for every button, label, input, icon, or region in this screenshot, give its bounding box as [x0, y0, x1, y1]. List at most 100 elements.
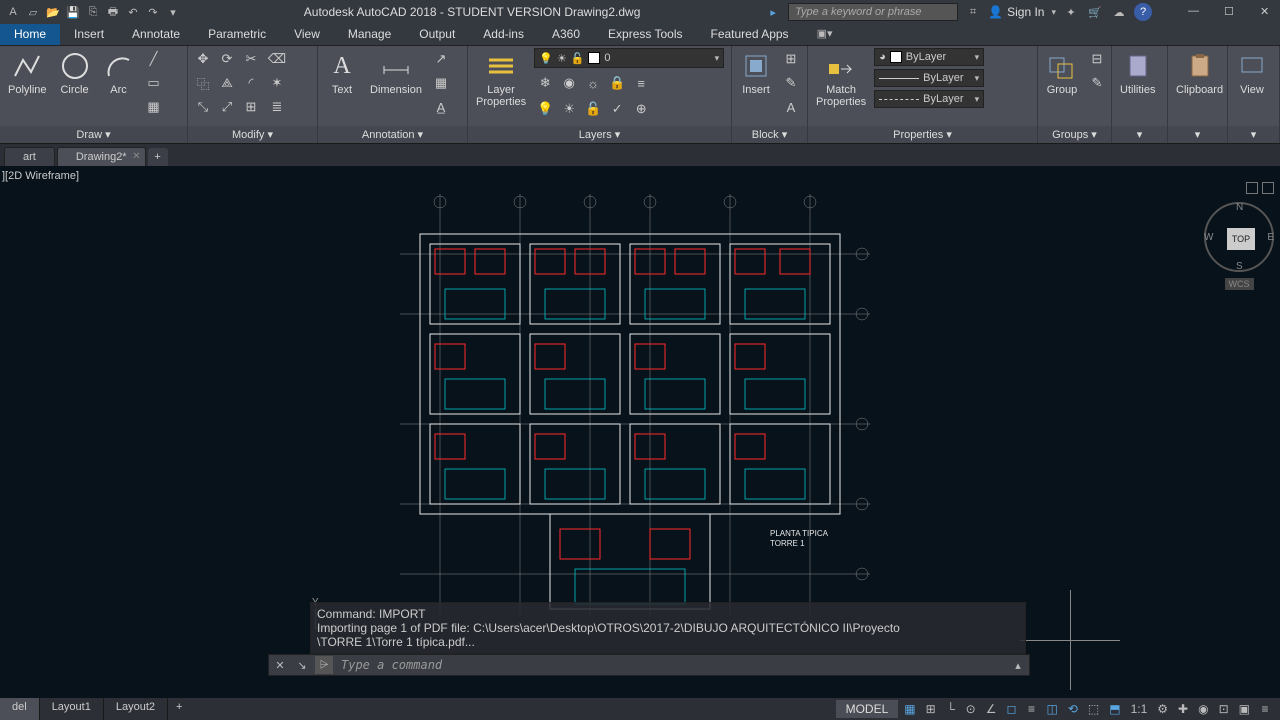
- hardware-accel-icon[interactable]: ◉: [1194, 700, 1212, 718]
- 3dosnap-icon[interactable]: ⬚: [1084, 700, 1103, 718]
- cart-icon[interactable]: 🛒: [1086, 3, 1104, 21]
- navcube-e[interactable]: E: [1267, 232, 1274, 243]
- group-button[interactable]: Group: [1042, 48, 1082, 98]
- text-button[interactable]: AText: [322, 48, 362, 98]
- tab-addins[interactable]: Add-ins: [469, 24, 538, 45]
- cmd-customize-icon[interactable]: ↘: [293, 656, 311, 674]
- lineweight-dropdown[interactable]: ByLayer▾: [874, 69, 984, 87]
- doctab-add-button[interactable]: +: [148, 148, 168, 166]
- plot-icon[interactable]: 🖶: [104, 3, 122, 21]
- insert-button[interactable]: Insert: [736, 48, 776, 98]
- snap-icon[interactable]: ⊞: [922, 700, 940, 718]
- vp-minimize-icon[interactable]: [1246, 182, 1258, 194]
- cmd-history-icon[interactable]: ▴: [1009, 656, 1027, 674]
- navcube-s[interactable]: S: [1236, 261, 1243, 272]
- save-icon[interactable]: 💾: [64, 3, 82, 21]
- polar-icon[interactable]: ⊙: [962, 700, 980, 718]
- tab-output[interactable]: Output: [405, 24, 469, 45]
- doctab-close-icon[interactable]: ✕: [132, 151, 140, 162]
- minimize-icon[interactable]: ―: [1188, 5, 1202, 19]
- create-block-icon[interactable]: ⊞: [780, 48, 802, 70]
- lineweight-status-icon[interactable]: ≡: [1023, 700, 1041, 718]
- workspace-icon[interactable]: ⚙: [1153, 700, 1172, 718]
- exchange-icon[interactable]: ✦: [1062, 3, 1080, 21]
- cloud-icon[interactable]: ☁: [1110, 3, 1128, 21]
- erase-icon[interactable]: ⌫: [266, 48, 288, 70]
- osnap-icon[interactable]: ◻: [1003, 700, 1021, 718]
- tab-annotate[interactable]: Annotate: [118, 24, 194, 45]
- rect-icon[interactable]: ▭: [143, 72, 165, 94]
- tab-home[interactable]: Home: [0, 24, 60, 45]
- annotation-monitor-icon[interactable]: ✚: [1174, 700, 1192, 718]
- doctab-drawing2[interactable]: Drawing2*✕: [57, 147, 146, 166]
- layfrz-icon[interactable]: ☼: [582, 72, 604, 94]
- layout-1[interactable]: Layout1: [40, 698, 104, 720]
- tab-express[interactable]: Express Tools: [594, 24, 696, 45]
- layout-model[interactable]: del: [0, 698, 40, 720]
- navcube-face[interactable]: TOP: [1227, 228, 1255, 250]
- panel-block-title[interactable]: Block ▾: [732, 126, 807, 143]
- layiso-icon[interactable]: ◉: [558, 72, 580, 94]
- tab-insert[interactable]: Insert: [60, 24, 118, 45]
- panel-draw-title[interactable]: Draw ▾: [0, 126, 187, 143]
- panel-modify-title[interactable]: Modify ▾: [188, 126, 317, 143]
- command-input[interactable]: Type a command: [335, 656, 1007, 674]
- dimension-button[interactable]: Dimension: [366, 48, 426, 98]
- laymch-icon[interactable]: ≡: [630, 72, 652, 94]
- linetype-dropdown[interactable]: ByLayer▾: [874, 90, 984, 108]
- laylck-icon[interactable]: 🔒: [606, 72, 628, 94]
- tab-parametric[interactable]: Parametric: [194, 24, 280, 45]
- copy-icon[interactable]: ⿻: [192, 72, 214, 94]
- help-icon[interactable]: ?: [1134, 3, 1152, 21]
- wcs-label[interactable]: WCS: [1225, 278, 1254, 290]
- navcube-w[interactable]: W: [1204, 232, 1213, 243]
- signin-button[interactable]: 👤Sign In▾: [988, 5, 1056, 19]
- rotate-icon[interactable]: ⟳: [216, 48, 238, 70]
- maximize-icon[interactable]: ☐: [1224, 5, 1238, 19]
- tab-featured[interactable]: Featured Apps: [697, 24, 803, 45]
- grid-icon[interactable]: ▦: [900, 700, 919, 718]
- panel-view-title[interactable]: ▾: [1228, 126, 1279, 143]
- tab-options-icon[interactable]: ▣▾: [809, 24, 841, 45]
- layer-dropdown[interactable]: 💡☀🔓0▾: [534, 48, 724, 68]
- panel-groups-title[interactable]: Groups ▾: [1038, 126, 1111, 143]
- hatch-icon[interactable]: ▦: [143, 96, 165, 118]
- open-icon[interactable]: 📂: [44, 3, 62, 21]
- attr-block-icon[interactable]: A: [780, 96, 802, 118]
- polyline-button[interactable]: Polyline: [4, 48, 51, 98]
- annotation-scale[interactable]: 1:1: [1127, 700, 1152, 718]
- layer-properties-button[interactable]: Layer Properties: [472, 48, 530, 110]
- cmd-close-icon[interactable]: ✕: [271, 656, 289, 674]
- clipboard-button[interactable]: Clipboard: [1172, 48, 1227, 98]
- visual-style-label[interactable]: ][2D Wireframe]: [2, 170, 79, 182]
- saveas-icon[interactable]: ⎘: [84, 3, 102, 21]
- navcube-n[interactable]: N: [1236, 202, 1243, 213]
- mirror-icon[interactable]: ⟁: [216, 72, 238, 94]
- color-dropdown[interactable]: ◕ByLayer▾: [874, 48, 984, 66]
- isodraft-icon[interactable]: ∠: [982, 700, 1001, 718]
- selection-cycling-icon[interactable]: ⟲: [1064, 700, 1082, 718]
- dynamic-input-icon[interactable]: ⬒: [1105, 700, 1124, 718]
- offset-icon[interactable]: ≣: [266, 96, 288, 118]
- trim-icon[interactable]: ✂: [240, 48, 262, 70]
- panel-properties-title[interactable]: Properties ▾: [808, 126, 1037, 143]
- vp-maximize-icon[interactable]: [1262, 182, 1274, 194]
- qat-more-icon[interactable]: ▾: [164, 3, 182, 21]
- customize-status-icon[interactable]: ≡: [1256, 700, 1274, 718]
- clean-screen-icon[interactable]: ▣: [1235, 700, 1254, 718]
- edit-block-icon[interactable]: ✎: [780, 72, 802, 94]
- move-icon[interactable]: ✥: [192, 48, 214, 70]
- search-input[interactable]: Type a keyword or phrase: [788, 3, 958, 21]
- layout-add-button[interactable]: +: [168, 698, 190, 720]
- utilities-button[interactable]: Utilities: [1116, 48, 1159, 98]
- layout-2[interactable]: Layout2: [104, 698, 168, 720]
- view-cube[interactable]: N S E W TOP WCS: [1202, 202, 1276, 290]
- match-properties-button[interactable]: Match Properties: [812, 48, 870, 110]
- undo-icon[interactable]: ↶: [124, 3, 142, 21]
- laythw-icon[interactable]: ☀: [558, 98, 580, 120]
- ortho-icon[interactable]: └: [942, 700, 960, 718]
- panel-utilities-title[interactable]: ▾: [1112, 126, 1167, 143]
- search-go-icon[interactable]: ▸: [764, 3, 782, 21]
- redo-icon[interactable]: ↷: [144, 3, 162, 21]
- panel-clipboard-title[interactable]: ▾: [1168, 126, 1227, 143]
